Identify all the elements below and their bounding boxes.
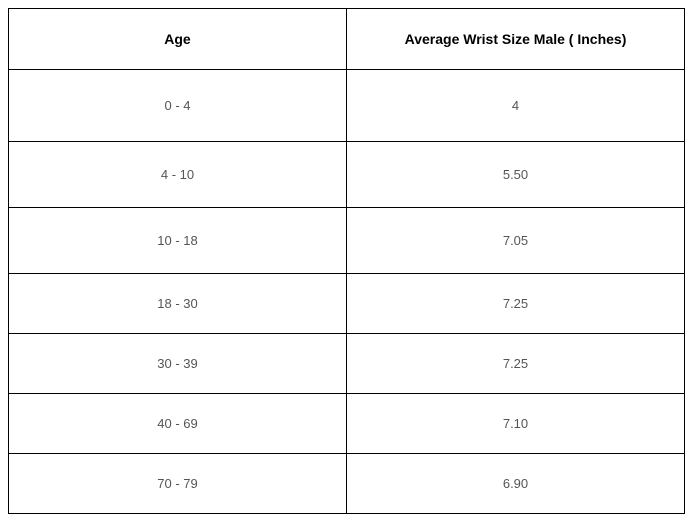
cell-wrist-size: 7.10	[347, 394, 685, 454]
table-row: 10 - 18 7.05	[9, 208, 685, 274]
cell-wrist-size: 5.50	[347, 142, 685, 208]
table-row: 30 - 39 7.25	[9, 334, 685, 394]
cell-age: 10 - 18	[9, 208, 347, 274]
table-row: 70 - 79 6.90	[9, 454, 685, 514]
column-header-wrist-size: Average Wrist Size Male ( Inches)	[347, 9, 685, 70]
cell-age: 30 - 39	[9, 334, 347, 394]
wrist-size-table: Age Average Wrist Size Male ( Inches) 0 …	[8, 8, 685, 514]
cell-age: 40 - 69	[9, 394, 347, 454]
table-row: 4 - 10 5.50	[9, 142, 685, 208]
table-header-row: Age Average Wrist Size Male ( Inches)	[9, 9, 685, 70]
cell-age: 18 - 30	[9, 274, 347, 334]
cell-wrist-size: 6.90	[347, 454, 685, 514]
table-row: 40 - 69 7.10	[9, 394, 685, 454]
cell-wrist-size: 7.25	[347, 274, 685, 334]
cell-wrist-size: 4	[347, 70, 685, 142]
cell-age: 70 - 79	[9, 454, 347, 514]
table-row: 18 - 30 7.25	[9, 274, 685, 334]
cell-age: 0 - 4	[9, 70, 347, 142]
table-row: 0 - 4 4	[9, 70, 685, 142]
cell-wrist-size: 7.05	[347, 208, 685, 274]
cell-wrist-size: 7.25	[347, 334, 685, 394]
cell-age: 4 - 10	[9, 142, 347, 208]
column-header-age: Age	[9, 9, 347, 70]
